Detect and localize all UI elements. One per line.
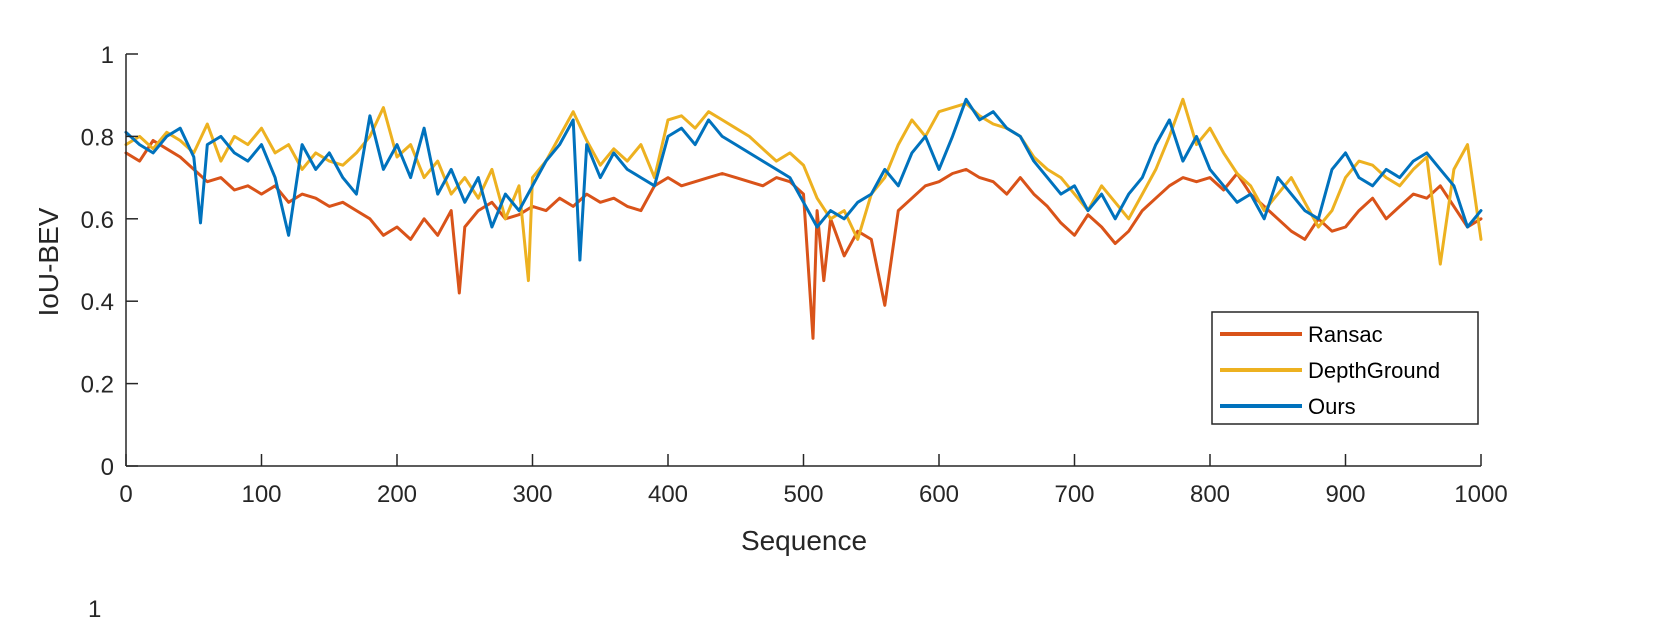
y-tick-label: 0.6 (81, 207, 114, 234)
y-tick-label: 0.4 (81, 289, 114, 316)
clipped-next-chart-tick: 1 (88, 596, 102, 623)
x-tick-label: 1000 (1454, 481, 1507, 508)
legend-label: Ransac (1308, 322, 1383, 347)
x-tick-label: 0 (119, 481, 132, 508)
x-tick-label: 500 (783, 481, 823, 508)
series-layer (124, 97, 1483, 340)
series-line-ours (124, 97, 1483, 262)
y-axis-title: IoU-BEV (33, 207, 64, 316)
x-tick-label: 100 (241, 481, 281, 508)
x-tick-label: 300 (512, 481, 552, 508)
x-tick-label: 800 (1190, 481, 1230, 508)
series-line-depthground (124, 97, 1483, 283)
x-tick-label: 200 (377, 481, 417, 508)
x-tick-label: 400 (648, 481, 688, 508)
legend-label: Ours (1308, 394, 1356, 419)
legend-label: DepthGround (1308, 358, 1440, 383)
y-tick-label: 0.2 (81, 372, 114, 399)
x-axis-title: Sequence (741, 525, 867, 556)
x-tick-label: 700 (1054, 481, 1094, 508)
series-line-ransac (124, 139, 1483, 340)
x-tick-label: 600 (919, 481, 959, 508)
legend: Ransac DepthGround Ours (1211, 311, 1479, 425)
y-tick-label: 0 (101, 454, 114, 481)
ticks-layer: 0 100 200 300 400 500 600 700 800 900 1000 0 0.2 0.4 0… (81, 42, 1508, 508)
y-tick-label: 1 (101, 42, 114, 69)
x-tick-label: 900 (1325, 481, 1365, 508)
y-tick-label: 0.8 (81, 124, 114, 151)
